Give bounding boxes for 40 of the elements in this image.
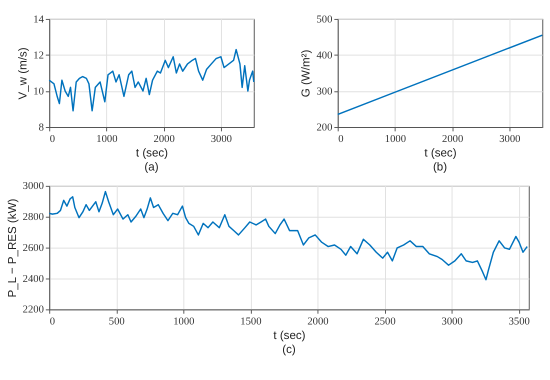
line-series bbox=[48, 190, 528, 280]
y-tick-label: 10 bbox=[33, 86, 44, 98]
x-axis-title: t (sec) bbox=[424, 147, 457, 160]
x-tick-label: 3000 bbox=[499, 134, 520, 145]
y-tick-label: 400 bbox=[316, 50, 332, 62]
x-tick-label: 0 bbox=[50, 134, 56, 145]
x-tick-label: 1500 bbox=[240, 316, 262, 328]
y-tick-label: 2400 bbox=[22, 274, 44, 285]
text: (b) bbox=[432, 161, 448, 174]
x-axis-title: t (sec) bbox=[136, 147, 168, 160]
y-axis-title: P_L − P_RES (kW) bbox=[6, 198, 19, 298]
x-tick-label: 0 bbox=[338, 134, 344, 145]
y-tick-label: 8 bbox=[38, 122, 44, 134]
x-tick-label: 1000 bbox=[96, 134, 118, 145]
x-axis-title: t (sec) bbox=[273, 330, 306, 342]
y-tick-label: 200 bbox=[316, 122, 332, 134]
text: (c) bbox=[282, 344, 296, 356]
x-tick-label: 1000 bbox=[173, 316, 194, 328]
x-tick-label: 1000 bbox=[384, 134, 406, 145]
line-series bbox=[48, 48, 254, 112]
y-tick-label: 2200 bbox=[22, 304, 44, 316]
x-tick-label: 0 bbox=[50, 316, 56, 328]
x-tick-label: 500 bbox=[108, 316, 125, 328]
y-axis-title: G (W/m²) bbox=[300, 50, 313, 98]
x-tick-label: 3000 bbox=[210, 134, 232, 145]
y-tick-label: 500 bbox=[316, 14, 332, 26]
x-tick-label: 2000 bbox=[442, 134, 464, 145]
x-tick-label: 3000 bbox=[442, 316, 463, 328]
y-tick-label: 2800 bbox=[22, 212, 44, 224]
x-tick-label: 2000 bbox=[154, 134, 175, 145]
y-tick-label: 300 bbox=[316, 86, 332, 98]
y-tick-label: 14 bbox=[33, 14, 45, 26]
y-tick-label: 3000 bbox=[22, 181, 44, 192]
x-tick-label: 3500 bbox=[508, 316, 530, 328]
y-axis-title: V_w (m/s) bbox=[18, 47, 30, 100]
text: (a) bbox=[144, 161, 159, 174]
y-tick-label: 2600 bbox=[22, 242, 44, 254]
y-tick-label: 12 bbox=[33, 50, 44, 62]
x-tick-label: 2500 bbox=[374, 316, 396, 328]
x-tick-label: 2000 bbox=[307, 316, 329, 328]
